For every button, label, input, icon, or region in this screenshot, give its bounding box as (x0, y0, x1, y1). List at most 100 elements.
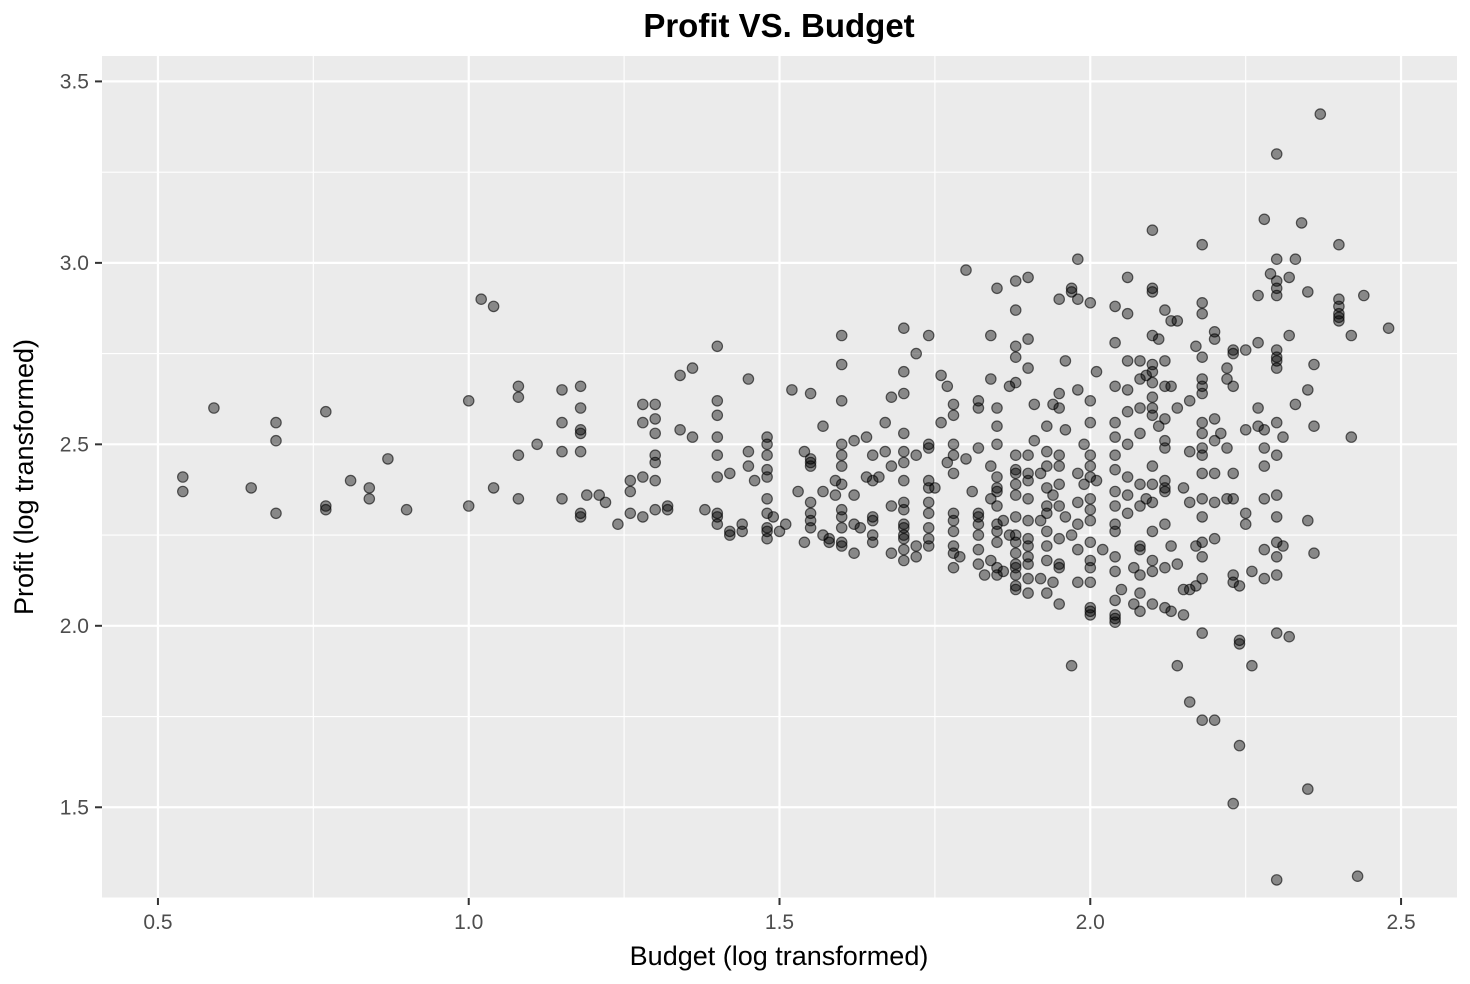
data-point (1165, 315, 1177, 327)
data-point (1146, 554, 1159, 567)
data-point (947, 514, 960, 527)
data-point (1115, 583, 1128, 596)
data-point (761, 449, 773, 461)
data-point (897, 322, 910, 334)
data-point (674, 369, 686, 382)
data-point (1165, 605, 1177, 618)
data-point (649, 503, 661, 516)
data-point (885, 391, 898, 403)
data-point (1308, 420, 1320, 432)
data-point (835, 521, 848, 534)
data-point (1159, 442, 1171, 454)
data-point (1109, 565, 1121, 578)
data-point (848, 434, 860, 447)
data-point (649, 474, 661, 487)
data-point (835, 511, 848, 523)
data-point (991, 420, 1003, 432)
data-point (1009, 340, 1022, 353)
data-point (1084, 609, 1097, 621)
data-point (1221, 492, 1233, 505)
data-point (1053, 293, 1065, 305)
data-point (1134, 478, 1146, 491)
data-point (922, 507, 935, 520)
data-point (1258, 572, 1271, 585)
y-tick-label: 2.5 (60, 433, 89, 456)
major-grid (102, 56, 1457, 898)
data-point (1072, 467, 1084, 480)
data-point (1146, 391, 1159, 403)
data-point (363, 482, 376, 494)
data-point (897, 543, 910, 556)
data-point (344, 474, 357, 487)
data-point (885, 547, 898, 559)
data-point (1009, 536, 1022, 549)
data-point (1109, 449, 1121, 461)
data-point (1264, 267, 1277, 280)
data-point (1146, 282, 1159, 295)
data-point (531, 438, 543, 451)
data-point (1152, 420, 1165, 432)
data-point (711, 431, 724, 443)
data-point (972, 402, 985, 414)
data-point (574, 445, 587, 458)
data-point (1072, 576, 1084, 589)
data-point (1009, 467, 1022, 480)
data-point (947, 467, 960, 480)
data-point (1159, 485, 1171, 498)
data-point (1239, 507, 1252, 520)
data-point (1270, 627, 1283, 639)
data-point (991, 282, 1003, 295)
data-point (835, 329, 848, 342)
data-point (991, 482, 1003, 494)
data-point (1022, 540, 1034, 552)
data-point (1196, 416, 1208, 429)
data-point (1090, 474, 1103, 487)
data-point (1022, 492, 1034, 505)
data-point (1084, 460, 1097, 472)
data-point (1041, 445, 1053, 458)
data-point (922, 438, 935, 451)
data-point (978, 569, 991, 581)
data-point (1009, 583, 1022, 596)
data-point (1270, 550, 1283, 563)
data-point (829, 489, 842, 501)
data-point (835, 438, 848, 451)
data-point (1295, 217, 1308, 229)
data-point (1109, 336, 1121, 349)
data-point (798, 536, 811, 549)
data-point (1041, 420, 1053, 432)
data-point (1022, 271, 1034, 284)
data-point (1065, 659, 1078, 672)
data-point (1009, 511, 1022, 523)
data-point (1146, 286, 1159, 298)
data-point (991, 438, 1003, 451)
data-point (1146, 376, 1159, 389)
data-point (1351, 870, 1364, 882)
data-point (574, 511, 587, 523)
y-tick-label: 2.0 (60, 615, 89, 638)
data-point (1072, 518, 1084, 530)
data-point (1109, 416, 1121, 429)
data-point (1196, 572, 1208, 585)
data-point (835, 478, 848, 491)
data-point (1041, 482, 1053, 494)
data-point (1078, 438, 1090, 451)
data-point (1270, 569, 1283, 581)
data-point (1009, 351, 1022, 363)
data-point (1053, 532, 1065, 545)
data-point (636, 471, 649, 483)
data-point (1047, 489, 1059, 501)
data-point (1270, 362, 1283, 374)
data-point (487, 482, 500, 494)
data-point (972, 518, 985, 530)
data-point (1227, 347, 1239, 360)
data-point (817, 420, 829, 432)
data-point (848, 518, 860, 530)
data-point (922, 482, 935, 494)
data-point (1289, 253, 1302, 266)
data-point (1196, 351, 1208, 363)
data-point (910, 449, 922, 461)
data-point (1159, 304, 1171, 316)
data-point (1345, 329, 1358, 342)
